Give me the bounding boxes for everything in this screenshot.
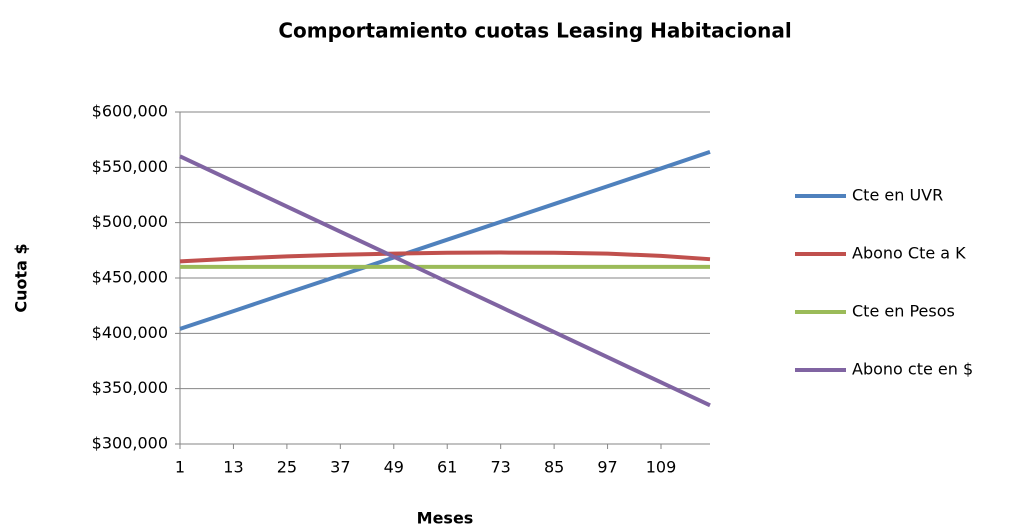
legend-label: Cte en Pesos — [852, 302, 955, 321]
x-tick-label: 109 — [646, 458, 677, 477]
series-line — [179, 250, 711, 264]
x-tick-label: 37 — [330, 458, 350, 477]
x-tick-label: 73 — [490, 458, 510, 477]
x-tick-label: 49 — [384, 458, 404, 477]
series-line — [179, 149, 711, 331]
y-axis-label: Cuota $ — [12, 243, 31, 312]
y-tick-label: $300,000 — [92, 434, 168, 453]
y-tick-label: $450,000 — [92, 268, 168, 287]
y-tick-label: $550,000 — [92, 157, 168, 176]
x-tick-label: 25 — [277, 458, 297, 477]
legend-label: Abono Cte a K — [852, 244, 966, 263]
legend-label: Cte en UVR — [852, 186, 943, 205]
y-tick-label: $350,000 — [92, 378, 168, 397]
x-tick-label: 97 — [597, 458, 617, 477]
y-tick-label: $600,000 — [92, 102, 168, 121]
x-tick-label: 13 — [223, 458, 243, 477]
series-line — [179, 154, 711, 408]
legend-label: Abono cte en $ — [852, 360, 973, 379]
x-tick-label: 61 — [437, 458, 457, 477]
y-tick-label: $400,000 — [92, 323, 168, 342]
x-tick-label: 1 — [175, 458, 185, 477]
chart-title: Comportamiento cuotas Leasing Habitacion… — [278, 19, 791, 43]
y-tick-label: $500,000 — [92, 212, 168, 231]
x-axis-label: Meses — [417, 509, 474, 528]
x-tick-label: 85 — [544, 458, 564, 477]
